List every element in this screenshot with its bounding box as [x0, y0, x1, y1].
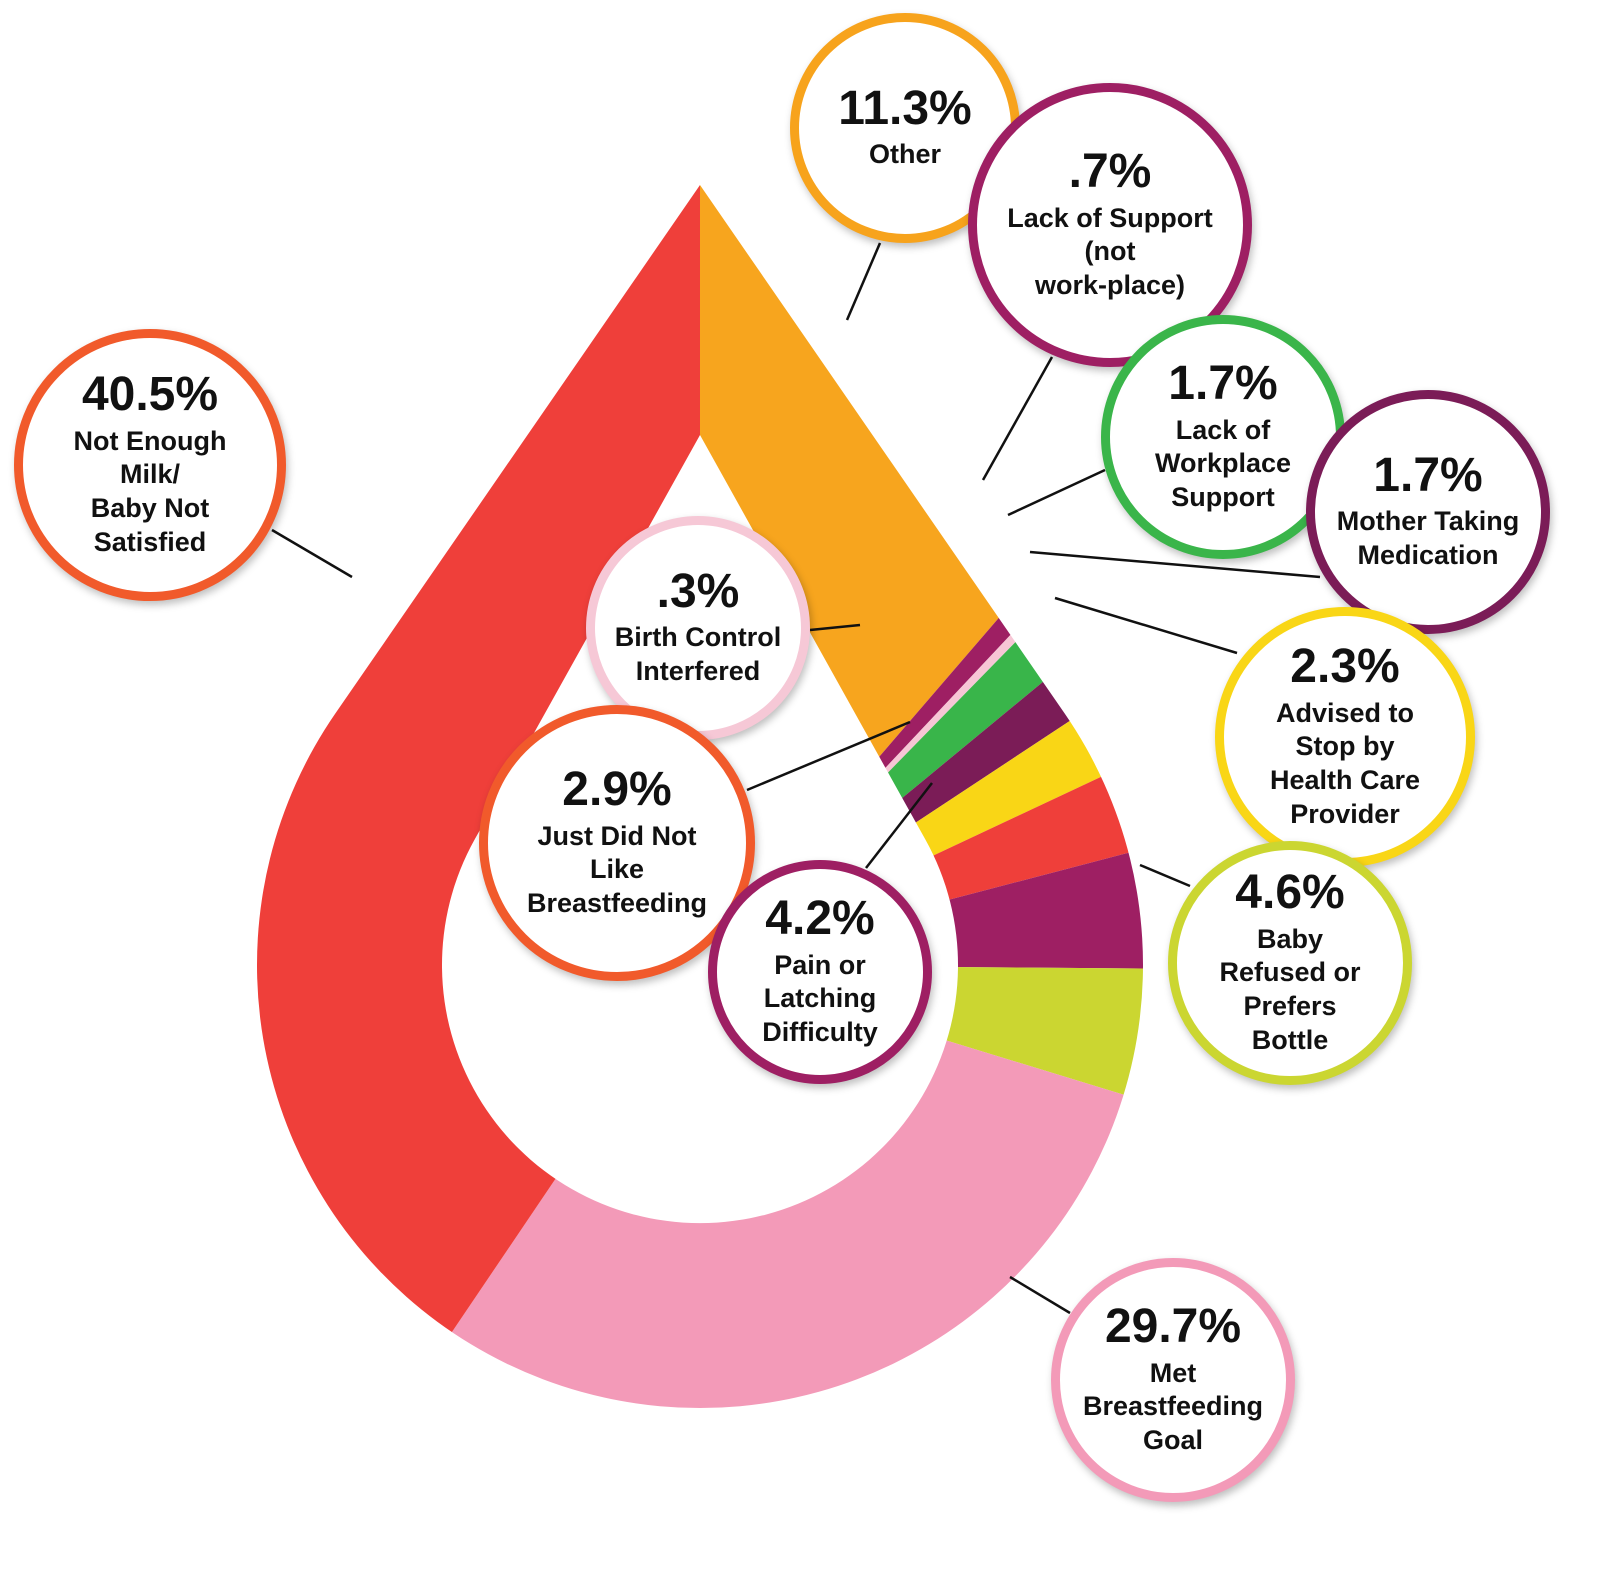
- callout-label: Other: [868, 139, 941, 170]
- callout-value: 29.7%: [1104, 1300, 1242, 1354]
- callout-value: 40.5%: [81, 368, 219, 422]
- callout-label: Pain or Latching Difficulty: [762, 949, 878, 1048]
- callout-value: 11.3%: [838, 81, 972, 135]
- leader-line-0: [845, 242, 882, 321]
- leader-line-1: [981, 356, 1054, 481]
- callout-10: 40.5% Not Enough Milk/ Baby Not Satisfied: [14, 329, 286, 601]
- callout-4: 1.7% Mother Taking Medication: [1306, 390, 1550, 634]
- callout-7: 4.2% Pain or Latching Difficulty: [708, 860, 932, 1084]
- callout-9: 29.7% Met Breastfeeding Goal: [1051, 1258, 1295, 1502]
- callout-label: Mother Taking Medication: [1336, 506, 1520, 571]
- leader-line-4: [1029, 550, 1321, 579]
- callout-value: 4.2%: [765, 892, 875, 946]
- callout-value: 2.9%: [562, 763, 672, 817]
- leader-line-7: [865, 782, 933, 869]
- callout-label: Advised to Stop by Health Care Provider: [1269, 697, 1421, 829]
- callout-label: Met Breastfeeding Goal: [1082, 1357, 1264, 1456]
- leader-line-6: [746, 720, 911, 792]
- leader-line-8: [1139, 863, 1191, 888]
- callout-label: Just Did Not Like Breastfeeding: [526, 820, 708, 919]
- callout-value: .7%: [1068, 145, 1152, 199]
- callout-label: Lack of Workplace Support: [1154, 414, 1292, 513]
- callout-value: .3%: [656, 565, 740, 619]
- leader-line-5: [1054, 596, 1238, 655]
- callout-3: 1.7% Lack of Workplace Support: [1101, 315, 1345, 559]
- callout-5: 2.3% Advised to Stop by Health Care Provi…: [1215, 607, 1475, 867]
- callout-value: 1.7%: [1373, 449, 1483, 503]
- callout-2: .3% Birth Control Interfered: [586, 516, 810, 740]
- callout-label: Lack of Support (not work-place): [1007, 202, 1213, 301]
- callout-value: 2.3%: [1290, 640, 1400, 694]
- callout-label: Not Enough Milk/ Baby Not Satisfied: [73, 425, 227, 557]
- leader-lines: [271, 242, 1321, 1315]
- callout-8: 4.6% Baby Refused or Prefers Bottle: [1168, 841, 1412, 1085]
- leader-line-3: [1007, 468, 1106, 517]
- leader-line-2: [809, 623, 861, 632]
- callout-label: Baby Refused or Prefers Bottle: [1219, 923, 1361, 1055]
- callout-label: Birth Control Interfered: [614, 622, 782, 687]
- callout-value: 1.7%: [1168, 357, 1278, 411]
- callout-6: 2.9% Just Did Not Like Breastfeeding: [479, 705, 755, 981]
- callout-value: 4.6%: [1235, 866, 1345, 920]
- leader-line-10: [271, 528, 353, 579]
- leader-line-9: [1009, 1275, 1071, 1315]
